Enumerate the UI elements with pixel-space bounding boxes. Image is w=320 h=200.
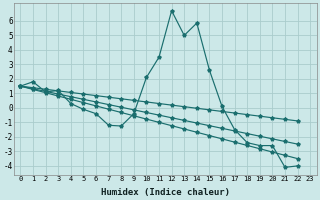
X-axis label: Humidex (Indice chaleur): Humidex (Indice chaleur) [101, 188, 230, 197]
